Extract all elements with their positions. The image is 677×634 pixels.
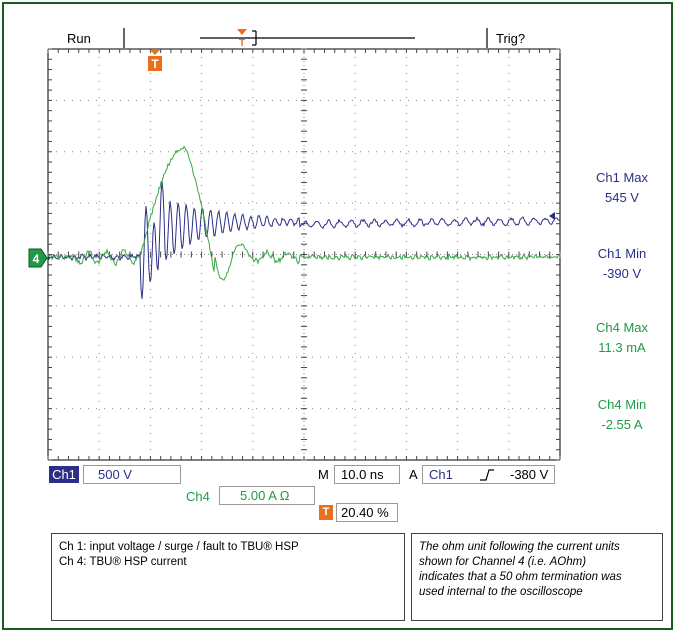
svg-text:T: T — [151, 57, 159, 71]
ch1-max-measurement: Ch1 Max 545 V — [567, 168, 677, 208]
svg-text:T: T — [239, 38, 245, 49]
ch4-min-measurement: Ch4 Min -2.55 A — [567, 395, 677, 435]
note-line: used internal to the oscilloscope — [419, 586, 583, 598]
trigger-level: -380 V — [510, 467, 549, 482]
channel-legend-note: Ch 1: input voltage / surge / fault to T… — [51, 533, 405, 621]
record-trigger-icon: T — [237, 29, 247, 49]
trigger-status: Trig? — [496, 31, 526, 46]
rising-edge-icon — [480, 469, 494, 481]
measurement-label: Ch4 Max — [595, 320, 649, 335]
measurement-value: -2.55 A — [601, 417, 643, 432]
measurement-label: Ch1 Min — [597, 246, 647, 261]
ch1-scale[interactable]: 500 V — [83, 465, 181, 484]
measurement-value: 545 V — [605, 190, 639, 205]
ch4-max-measurement: Ch4 Max 11.3 mA — [567, 318, 677, 358]
measurement-label: Ch1 Max — [595, 170, 649, 185]
ch4-scale[interactable]: 5.00 A Ω — [219, 486, 315, 505]
ohm-unit-note: The ohm unit following the current units… — [411, 533, 663, 621]
trigger-position-marker[interactable]: T — [148, 50, 162, 71]
trigger-position[interactable]: 20.40 % — [336, 503, 398, 522]
measurement-value: -390 V — [602, 266, 642, 281]
ch4-label[interactable]: Ch4 — [186, 489, 210, 504]
trigger-level-arrow[interactable] — [549, 212, 555, 220]
ch4-trace — [47, 145, 561, 281]
measurement-label: Ch4 Min — [597, 397, 647, 412]
run-status: Run — [67, 31, 91, 46]
ch1-min-measurement: Ch1 Min -390 V — [567, 244, 677, 284]
legend-line: Ch 4: TBU® HSP current — [59, 556, 187, 568]
ch1-label[interactable]: Ch1 — [49, 466, 79, 483]
ch1-trace — [47, 181, 561, 299]
trigger-label: A — [409, 467, 418, 482]
trigger-readout[interactable]: Ch1 -380 V — [422, 465, 555, 484]
time-label: M — [318, 467, 329, 482]
timebase-scale[interactable]: 10.0 ns — [334, 465, 400, 484]
trigger-position-icon: T — [319, 505, 333, 520]
trigger-source: Ch1 — [429, 467, 453, 482]
note-line: The ohm unit following the current units — [419, 541, 620, 553]
graticule — [47, 48, 561, 461]
measurement-value: 11.3 mA — [598, 340, 646, 355]
ch4-ground-marker[interactable]: 4 — [28, 248, 48, 268]
note-line: indicates that a 50 ohm termination was — [419, 571, 622, 583]
svg-text:4: 4 — [33, 252, 40, 266]
legend-line: Ch 1: input voltage / surge / fault to T… — [59, 541, 299, 553]
note-line: shown for Channel 4 (i.e. AOhm) — [419, 556, 587, 568]
